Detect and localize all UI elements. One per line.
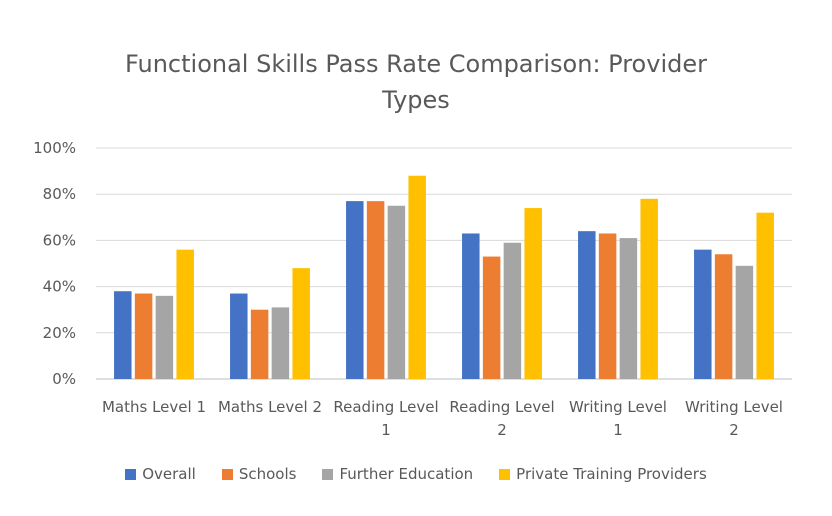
bar-further-education <box>503 242 522 379</box>
bar-private-training-providers <box>292 268 310 379</box>
legend-item: Private Training Providers <box>499 465 707 483</box>
x-tick-label: Reading Level <box>449 398 554 416</box>
legend-item: Overall <box>125 465 196 483</box>
bar-further-education <box>619 238 638 379</box>
y-tick-label: 20% <box>43 324 76 342</box>
legend-item: Schools <box>221 465 297 483</box>
bar-private-training-providers <box>176 249 194 379</box>
legend-label: Private Training Providers <box>516 465 707 483</box>
legend: Overall Schools Further Education Private T… <box>0 462 832 486</box>
x-tick-label: Writing Level <box>685 398 783 416</box>
bar-schools <box>250 309 269 379</box>
bar-private-training-providers <box>640 198 658 379</box>
bar-private-training-providers <box>756 212 774 379</box>
x-tick-label: Maths Level 2 <box>218 398 322 416</box>
x-tick-label: Writing Level <box>569 398 667 416</box>
legend-swatch <box>221 468 233 480</box>
legend-swatch <box>125 468 137 480</box>
bar-further-education <box>271 307 290 379</box>
y-tick-label: 60% <box>43 231 76 249</box>
bar-overall <box>230 293 248 379</box>
bar-further-education <box>155 295 174 379</box>
y-tick-label: 100% <box>33 139 76 157</box>
legend-swatch <box>322 468 334 480</box>
x-tick-label: 1 <box>613 421 623 439</box>
bar-schools <box>714 254 733 379</box>
bar-schools <box>598 233 617 379</box>
x-tick-label: 2 <box>729 421 739 439</box>
bar-further-education <box>387 205 406 379</box>
chart-title: Functional Skills Pass Rate Comparison: … <box>0 46 832 118</box>
bar-private-training-providers <box>524 208 542 379</box>
bar-overall <box>578 231 596 379</box>
legend-label: Overall <box>142 465 196 483</box>
y-tick-label: 80% <box>43 185 76 203</box>
x-tick-label: 1 <box>381 421 391 439</box>
legend-swatch <box>499 468 511 480</box>
chart-title-line-2: Types <box>382 86 450 114</box>
legend-label: Schools <box>238 465 297 483</box>
x-tick-label: Maths Level 1 <box>102 398 206 416</box>
bar-schools <box>482 256 501 379</box>
y-tick-label: 0% <box>52 370 76 388</box>
legend-item: Further Education <box>322 465 473 483</box>
bar-schools <box>366 201 385 379</box>
bar-overall <box>694 249 712 379</box>
x-tick-label: Reading Level <box>333 398 438 416</box>
bar-private-training-providers <box>408 175 426 379</box>
bar-schools <box>134 293 153 379</box>
x-tick-label: 2 <box>497 421 507 439</box>
chart-title-line-1: Functional Skills Pass Rate Comparison: … <box>125 50 707 78</box>
bar-overall <box>346 201 364 379</box>
y-tick-label: 40% <box>43 278 76 296</box>
bar-overall <box>462 233 480 379</box>
legend-label: Further Education <box>339 465 474 483</box>
bar-further-education <box>735 265 754 379</box>
bar-overall <box>114 291 132 379</box>
